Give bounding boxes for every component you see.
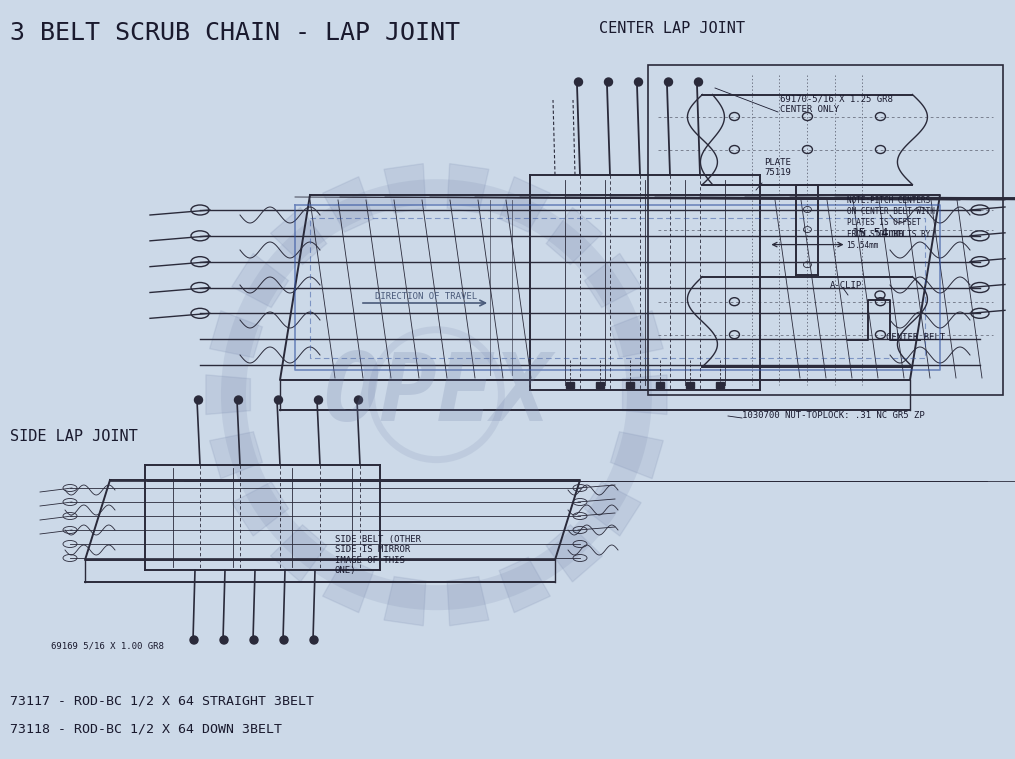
- Text: 3 BELT SCRUB CHAIN - LAP JOINT: 3 BELT SCRUB CHAIN - LAP JOINT: [10, 21, 460, 46]
- Polygon shape: [206, 375, 251, 414]
- Polygon shape: [546, 524, 603, 582]
- Polygon shape: [323, 557, 374, 613]
- Ellipse shape: [694, 78, 702, 86]
- Text: CENTER BELT: CENTER BELT: [886, 333, 945, 342]
- Ellipse shape: [310, 636, 318, 644]
- Ellipse shape: [605, 78, 612, 86]
- Text: SIDE LAP JOINT: SIDE LAP JOINT: [10, 429, 138, 444]
- Polygon shape: [210, 432, 263, 479]
- Ellipse shape: [195, 396, 203, 404]
- Polygon shape: [622, 375, 667, 414]
- Ellipse shape: [220, 636, 228, 644]
- Ellipse shape: [274, 396, 282, 404]
- Ellipse shape: [354, 396, 362, 404]
- Polygon shape: [384, 164, 425, 213]
- Polygon shape: [448, 164, 489, 213]
- Polygon shape: [270, 207, 327, 265]
- Ellipse shape: [665, 78, 673, 86]
- Ellipse shape: [634, 78, 642, 86]
- Text: PLATE
75119: PLATE 75119: [764, 158, 791, 177]
- Bar: [566, 382, 574, 388]
- Text: NOTE:PITCH CENTERS
ON CENTER BELT WITH
PLATES IS OFFSET
FROM SIDE BELTS BY
15.54: NOTE:PITCH CENTERS ON CENTER BELT WITH P…: [847, 197, 935, 250]
- Polygon shape: [210, 310, 263, 357]
- Text: A-CLIP: A-CLIP: [830, 281, 863, 290]
- Text: 73117 - ROD-BC 1/2 X 64 STRAIGHT 3BELT: 73117 - ROD-BC 1/2 X 64 STRAIGHT 3BELT: [10, 694, 315, 707]
- Ellipse shape: [280, 636, 288, 644]
- Polygon shape: [384, 577, 425, 625]
- Text: 69169 5/16 X 1.00 GR8: 69169 5/16 X 1.00 GR8: [51, 642, 163, 651]
- Bar: [656, 382, 664, 388]
- Ellipse shape: [315, 396, 323, 404]
- Polygon shape: [610, 310, 663, 357]
- Polygon shape: [270, 524, 327, 582]
- Polygon shape: [231, 482, 288, 536]
- Ellipse shape: [190, 636, 198, 644]
- Bar: [626, 382, 634, 388]
- Text: 1030700 NUT-TOPLOCK: .31 NC GR5 ZP: 1030700 NUT-TOPLOCK: .31 NC GR5 ZP: [742, 411, 925, 420]
- Polygon shape: [323, 177, 374, 232]
- Polygon shape: [546, 207, 603, 265]
- Bar: [596, 382, 604, 388]
- Bar: [648, 65, 1003, 395]
- Text: 15.54mm: 15.54mm: [852, 227, 904, 240]
- Polygon shape: [585, 254, 641, 307]
- Polygon shape: [610, 432, 663, 479]
- Ellipse shape: [574, 78, 583, 86]
- Polygon shape: [585, 482, 641, 536]
- Text: 73118 - ROD-BC 1/2 X 64 DOWN 3BELT: 73118 - ROD-BC 1/2 X 64 DOWN 3BELT: [10, 723, 282, 735]
- Polygon shape: [499, 177, 550, 232]
- Bar: [716, 382, 724, 388]
- Ellipse shape: [250, 636, 258, 644]
- Text: DIRECTION OF TRAVEL: DIRECTION OF TRAVEL: [375, 292, 477, 301]
- Text: 69170-5/16 X 1.25 GR8
CENTER ONLY: 69170-5/16 X 1.25 GR8 CENTER ONLY: [780, 95, 893, 114]
- Polygon shape: [231, 254, 288, 307]
- Text: CENTER LAP JOINT: CENTER LAP JOINT: [599, 21, 745, 36]
- Bar: [686, 382, 694, 388]
- Text: SIDE BELT (OTHER
SIDE IS MIRROR
IMAGE OF THIS
ONE): SIDE BELT (OTHER SIDE IS MIRROR IMAGE OF…: [335, 535, 421, 575]
- Polygon shape: [499, 557, 550, 613]
- Polygon shape: [448, 577, 489, 625]
- Ellipse shape: [234, 396, 243, 404]
- Text: OPEX: OPEX: [323, 348, 550, 441]
